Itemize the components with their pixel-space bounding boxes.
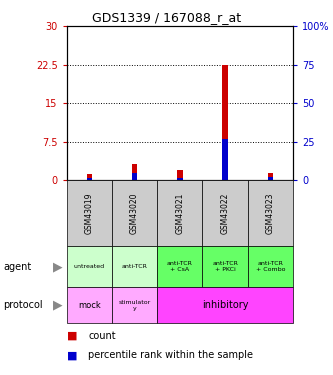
Bar <box>248 180 293 246</box>
Text: count: count <box>88 331 116 341</box>
Text: GSM43019: GSM43019 <box>85 193 94 234</box>
Text: GSM43020: GSM43020 <box>130 193 139 234</box>
Bar <box>222 139 228 180</box>
Text: anti-TCR: anti-TCR <box>122 264 148 269</box>
Bar <box>87 178 92 180</box>
Bar <box>112 287 157 324</box>
Bar <box>67 180 112 246</box>
Bar <box>248 246 293 287</box>
Bar <box>132 173 137 180</box>
Text: GSM43023: GSM43023 <box>266 193 275 234</box>
Bar <box>132 164 137 180</box>
Bar <box>112 246 157 287</box>
Bar <box>268 172 273 180</box>
Text: stimulator
y: stimulator y <box>119 300 151 310</box>
Bar <box>177 170 182 180</box>
Text: GSM43021: GSM43021 <box>175 193 184 234</box>
Text: untreated: untreated <box>74 264 105 269</box>
Bar <box>202 180 248 246</box>
Text: agent: agent <box>3 262 32 272</box>
Bar <box>222 65 228 180</box>
Text: ▶: ▶ <box>54 298 63 312</box>
Text: GDS1339 / 167088_r_at: GDS1339 / 167088_r_at <box>92 11 241 24</box>
Text: mock: mock <box>78 301 101 310</box>
Bar <box>67 287 112 324</box>
Text: anti-TCR
+ PKCi: anti-TCR + PKCi <box>212 261 238 272</box>
Text: anti-TCR
+ CsA: anti-TCR + CsA <box>167 261 193 272</box>
Bar <box>202 246 248 287</box>
Bar <box>67 246 112 287</box>
Text: GSM43022: GSM43022 <box>220 193 230 234</box>
Text: ▶: ▶ <box>54 260 63 273</box>
Bar <box>157 287 293 324</box>
Text: inhibitory: inhibitory <box>202 300 248 310</box>
Bar <box>177 178 182 180</box>
Bar <box>157 246 202 287</box>
Text: ■: ■ <box>67 331 77 341</box>
Text: protocol: protocol <box>3 300 43 310</box>
Text: percentile rank within the sample: percentile rank within the sample <box>88 350 253 360</box>
Text: anti-TCR
+ Combo: anti-TCR + Combo <box>256 261 285 272</box>
Bar <box>157 180 202 246</box>
Text: ■: ■ <box>67 350 77 360</box>
Bar <box>112 180 157 246</box>
Bar <box>268 177 273 180</box>
Bar <box>87 174 92 180</box>
